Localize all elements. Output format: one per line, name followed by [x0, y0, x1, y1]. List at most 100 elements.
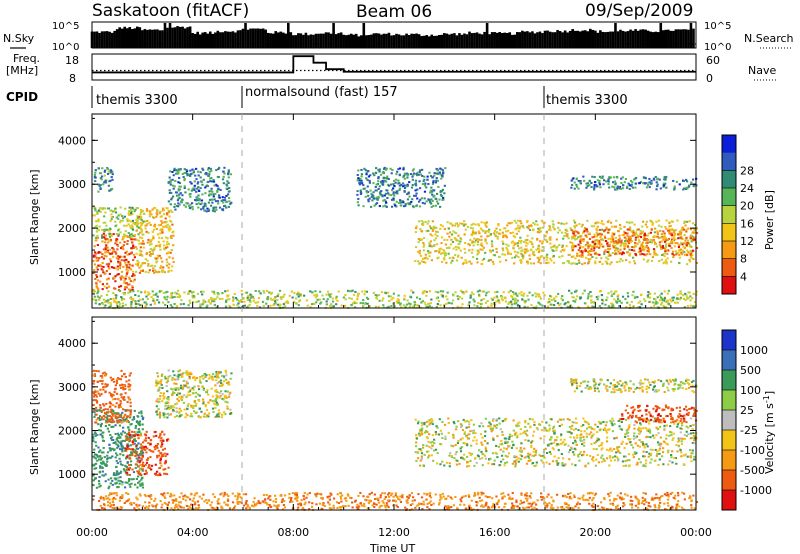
- scatter-cell: [562, 249, 566, 252]
- scatter-cell: [119, 400, 122, 403]
- scatter-cell: [113, 287, 116, 290]
- scatter-cell: [650, 221, 653, 224]
- scatter-cell: [189, 169, 192, 172]
- scatter-cell: [566, 301, 570, 304]
- scatter-cell: [186, 371, 189, 374]
- scatter-cell: [463, 248, 466, 251]
- scatter-cell: [595, 257, 598, 260]
- scatter-cell: [647, 250, 650, 253]
- scatter-cell: [614, 252, 617, 255]
- scatter-cell: [188, 290, 192, 293]
- scatter-cell: [205, 173, 208, 176]
- scatter-cell: [553, 304, 556, 307]
- scatter-cell: [202, 387, 205, 390]
- scatter-cell: [514, 297, 517, 300]
- scatter-cell: [611, 225, 614, 228]
- scatter-cell: [199, 187, 202, 190]
- scatter-cell: [641, 252, 644, 255]
- scatter-cell: [683, 187, 686, 190]
- scatter-cell: [629, 238, 632, 241]
- scatter-cell: [668, 302, 671, 305]
- scatter-cell: [592, 245, 595, 248]
- scatter-cell: [108, 415, 112, 418]
- scatter-cell: [384, 200, 388, 203]
- scatter-cell: [325, 293, 328, 296]
- scatter-cell: [625, 239, 628, 242]
- scatter-cell: [590, 301, 593, 304]
- scatter-cell: [392, 199, 395, 202]
- scatter-cell: [211, 395, 215, 398]
- scatter-cell: [658, 241, 662, 244]
- scatter-cell: [668, 225, 671, 228]
- scatter-cell: [292, 300, 296, 303]
- scatter-cell: [143, 448, 146, 451]
- scatter-cell: [624, 177, 628, 180]
- scatter-cell: [197, 197, 200, 200]
- scatter-cell: [154, 257, 157, 260]
- scatter-cell: [214, 406, 217, 409]
- scatter-cell: [245, 291, 249, 294]
- scatter-cell: [572, 296, 575, 299]
- scatter-cell: [691, 222, 695, 225]
- scatter-cell: [571, 184, 574, 187]
- scatter-cell: [146, 447, 149, 450]
- scatter-cell: [586, 230, 589, 233]
- scatter-cell: [117, 476, 120, 479]
- scatter-cell: [237, 300, 241, 303]
- scatter-cell: [681, 253, 684, 256]
- scatter-cell: [384, 192, 388, 195]
- scatter-cell: [167, 181, 170, 184]
- scatter-cell: [226, 180, 229, 183]
- scatter-cell: [532, 250, 535, 253]
- scatter-cell: [690, 251, 693, 254]
- scatter-cell: [121, 297, 124, 300]
- scatter-cell: [537, 261, 540, 264]
- scatter-cell: [428, 255, 431, 258]
- scatter-cell: [683, 306, 686, 309]
- scatter-cell: [677, 237, 680, 240]
- scatter-cell: [563, 234, 566, 237]
- scatter-cell: [650, 179, 653, 182]
- scatter-cell: [103, 169, 107, 172]
- scatter-cell: [178, 176, 181, 179]
- scatter-cell: [106, 207, 110, 210]
- scatter-cell: [175, 387, 178, 390]
- scatter-cell: [155, 381, 158, 384]
- scatter-cell: [471, 240, 474, 243]
- scatter-cell: [115, 302, 119, 305]
- scatter-cell: [402, 201, 405, 204]
- scatter-cell: [156, 260, 159, 263]
- scatter-cell: [156, 446, 159, 449]
- scatter-cell: [96, 292, 99, 295]
- scatter-cell: [386, 175, 389, 178]
- scatter-cell: [361, 302, 365, 305]
- scatter-cell: [549, 246, 553, 249]
- scatter-cell: [138, 271, 141, 274]
- scatter-cell: [124, 435, 128, 438]
- scatter-cell: [149, 438, 152, 441]
- scatter-cell: [440, 194, 443, 197]
- scatter-cell: [414, 227, 418, 230]
- scatter-cell: [523, 301, 526, 304]
- scatter-cell: [134, 483, 137, 486]
- scatter-cell: [581, 263, 584, 266]
- scatter-cell: [520, 246, 523, 249]
- scatter-cell: [167, 242, 170, 245]
- scatter-cell: [580, 234, 583, 237]
- scatter-cell: [594, 262, 597, 265]
- scatter-cell: [389, 167, 392, 170]
- scatter-cell: [99, 177, 102, 180]
- scatter-cell: [661, 297, 664, 300]
- scatter-cell: [154, 448, 157, 451]
- scatter-cell: [144, 227, 147, 230]
- scatter-cell: [145, 230, 148, 233]
- scatter-cell: [104, 408, 107, 411]
- scatter-cell: [167, 404, 170, 407]
- scatter-cell: [423, 197, 426, 200]
- scatter-cell: [460, 256, 463, 259]
- scatter-cell: [140, 210, 143, 213]
- scatter-cell: [215, 169, 218, 172]
- scatter-cell: [141, 298, 144, 301]
- scatter-cell: [139, 269, 143, 272]
- scatter-cell: [141, 455, 144, 458]
